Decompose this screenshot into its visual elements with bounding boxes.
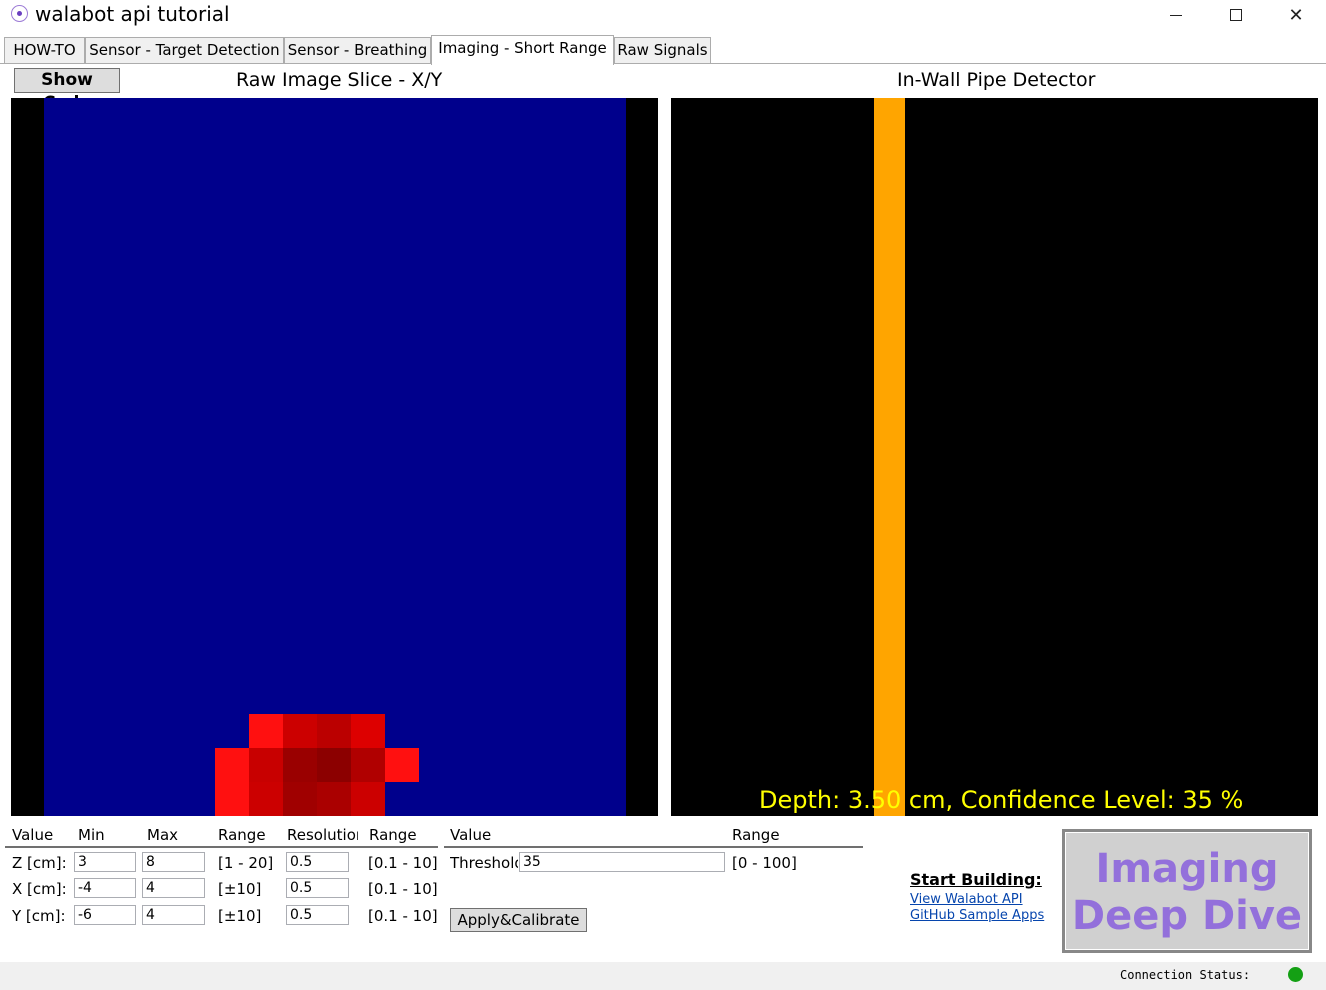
threshold-header-value: Value — [450, 826, 492, 844]
arena-header-value: Value — [12, 826, 54, 844]
raw-image-cell — [283, 748, 317, 782]
close-icon: ✕ — [1288, 4, 1304, 26]
arena-header-res-range: Range — [369, 826, 417, 844]
arena-header-min: Min — [78, 826, 105, 844]
tab-strip: HOW-TO Sensor - Target Detection Sensor … — [0, 35, 1326, 65]
z-resolution-range: [0.1 - 10] — [368, 854, 438, 872]
threshold-label: Threshold — [450, 854, 518, 872]
raw-image-cell — [317, 782, 351, 816]
raw-image-cell — [385, 748, 419, 782]
minimize-button[interactable] — [1146, 0, 1206, 30]
x-resolution-input[interactable]: 0.5 — [286, 878, 349, 898]
close-button[interactable]: ✕ — [1266, 0, 1326, 30]
raw-image-cell — [283, 714, 317, 748]
arena-header-range: Range — [218, 826, 266, 844]
status-bar: Connection Status: — [0, 962, 1326, 990]
walabot-app-icon — [11, 5, 28, 22]
raw-image-cell — [351, 748, 385, 782]
maximize-button[interactable] — [1206, 0, 1266, 30]
z-max-input[interactable]: 8 — [142, 852, 205, 872]
threshold-header-divider — [444, 846, 863, 848]
deep-dive-line-1: Imaging — [1095, 846, 1279, 892]
connection-status-label: Connection Status: — [1120, 968, 1251, 982]
arena-row-label: Z [cm]: — [12, 854, 67, 872]
raw-image-cell — [249, 714, 283, 748]
connection-status-indicator — [1288, 967, 1303, 982]
raw-image-cell — [249, 748, 283, 782]
tab-imaging-short-range[interactable]: Imaging - Short Range — [431, 35, 614, 65]
x-resolution-range: [0.1 - 10] — [368, 880, 438, 898]
threshold-range: [0 - 100] — [732, 854, 797, 872]
y-resolution-range: [0.1 - 10] — [368, 907, 438, 925]
y-max-input[interactable]: 4 — [142, 905, 205, 925]
z-resolution-input[interactable]: 0.5 — [286, 852, 349, 872]
threshold-input[interactable]: 35 — [519, 852, 725, 872]
pipe-detector-title: In-Wall Pipe Detector — [897, 69, 1096, 91]
arena-header-divider — [5, 846, 438, 848]
raw-image-canvas — [11, 98, 658, 816]
raw-image-field — [44, 98, 626, 816]
raw-image-cell — [351, 782, 385, 816]
z-range: [1 - 20] — [218, 854, 274, 872]
window-title: walabot api tutorial — [35, 2, 230, 26]
raw-image-cell — [215, 748, 249, 782]
y-range: [±10] — [218, 907, 262, 925]
show-code-button[interactable]: Show Code — [14, 68, 120, 113]
x-max-input[interactable]: 4 — [142, 878, 205, 898]
x-min-input[interactable]: -4 — [74, 878, 136, 898]
y-min-input[interactable]: -6 — [74, 905, 136, 925]
y-resolution-input[interactable]: 0.5 — [286, 905, 349, 925]
tab-divider — [0, 63, 1326, 64]
arena-row-label: Y [cm]: — [12, 907, 66, 925]
github-sample-apps-link[interactable]: GitHub Sample Apps — [910, 908, 1045, 923]
maximize-icon — [1230, 9, 1242, 21]
view-walabot-api-link[interactable]: View Walabot API — [910, 892, 1023, 907]
title-bar: walabot api tutorial ✕ — [0, 0, 1326, 30]
raw-image-cell — [215, 782, 249, 816]
raw-image-cell — [249, 782, 283, 816]
threshold-header-range: Range — [732, 826, 780, 844]
apply-calibrate-button[interactable]: Apply&Calibrate — [450, 908, 587, 932]
arena-row-label: X [cm]: — [12, 880, 67, 898]
arena-header-max: Max — [147, 826, 179, 844]
tab-sensor-target-detection[interactable]: Sensor - Target Detection — [85, 37, 284, 64]
raw-image-cell — [317, 714, 351, 748]
tab-how-to[interactable]: HOW-TO — [4, 37, 85, 64]
imaging-deep-dive-button[interactable]: Imaging Deep Dive — [1062, 829, 1312, 953]
raw-image-title: Raw Image Slice - X/Y — [236, 69, 443, 91]
pipe-detector-canvas: Depth: 3.50 cm, Confidence Level: 35 % — [671, 98, 1318, 816]
raw-image-cell — [283, 782, 317, 816]
deep-dive-line-2: Deep Dive — [1071, 893, 1303, 939]
x-range: [±10] — [218, 880, 262, 898]
tab-raw-signals[interactable]: Raw Signals — [614, 37, 711, 64]
z-min-input[interactable]: 3 — [74, 852, 136, 872]
pipe-indicator — [874, 98, 905, 816]
tab-sensor-breathing[interactable]: Sensor - Breathing — [284, 37, 431, 64]
start-building-heading: Start Building: — [910, 870, 1042, 889]
arena-header-resolution: Resolution — [287, 826, 358, 844]
raw-image-cell — [351, 714, 385, 748]
pipe-readout: Depth: 3.50 cm, Confidence Level: 35 % — [759, 786, 1244, 814]
minimize-icon — [1170, 14, 1182, 16]
raw-image-cell — [317, 748, 351, 782]
